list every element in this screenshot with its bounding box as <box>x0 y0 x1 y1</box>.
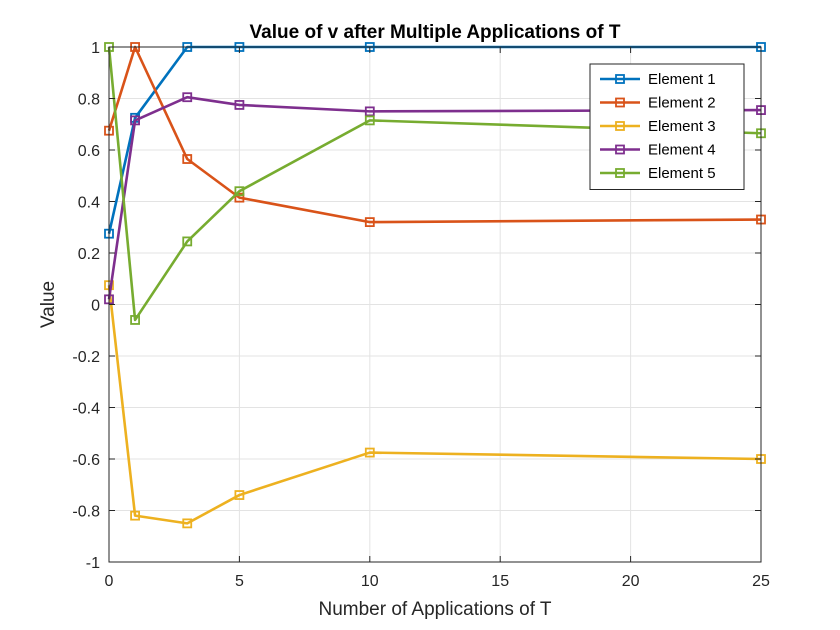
legend-label: Element 5 <box>648 165 716 182</box>
chart-title: Value of v after Multiple Applications o… <box>250 22 621 43</box>
x-tick-label: 25 <box>752 573 770 590</box>
legend-swatch-marker <box>615 97 625 108</box>
legend-item: Element 3 <box>600 118 716 135</box>
y-tick-label: 0.6 <box>78 143 100 160</box>
legend-swatch-marker <box>615 74 625 84</box>
data-point <box>130 315 140 325</box>
y-tick-label: -0.4 <box>72 401 100 418</box>
data-point <box>364 447 375 458</box>
data-point <box>182 236 193 247</box>
x-axis-label: Number of Applications of T <box>318 599 551 620</box>
y-tick-label: -0.8 <box>72 504 100 521</box>
x-tick-label: 15 <box>491 573 509 590</box>
x-tick-label: 0 <box>105 573 114 590</box>
legend: Element 1 Element 2 Element 3 Element 4 Elem… <box>589 63 745 190</box>
legend-item: Element 2 <box>600 95 716 112</box>
y-tick-label: -0.6 <box>72 452 100 469</box>
legend-swatch-marker <box>615 121 625 131</box>
data-point <box>182 92 193 103</box>
series-line <box>107 45 762 224</box>
y-tick-label: 1 <box>91 40 100 57</box>
data-point <box>182 154 193 164</box>
legend-item: Element 5 <box>600 165 716 182</box>
legend-swatch-marker <box>615 168 625 178</box>
data-point <box>364 217 375 228</box>
data-point <box>182 518 193 529</box>
series-line <box>107 285 762 525</box>
legend-swatch-marker <box>615 144 625 155</box>
legend-item: Element 4 <box>600 142 716 159</box>
data-point <box>234 100 245 110</box>
y-tick-label: -1 <box>86 555 100 572</box>
legend-label: Element 3 <box>648 118 716 135</box>
legend-label: Element 2 <box>648 95 716 112</box>
y-axis-label: Value <box>38 281 59 328</box>
data-point <box>234 490 245 500</box>
data-point <box>234 186 245 197</box>
axis-ticks: 0 5 10 15 20 25 -1 -0.8 -0.6 -0.4 -0.2 0 0.2 0.4 0.6 0.… <box>72 40 770 590</box>
y-tick-label: 0 <box>91 298 100 315</box>
x-tick-label: 5 <box>235 573 244 590</box>
x-tick-label: 10 <box>361 573 379 590</box>
y-tick-label: -0.2 <box>72 349 100 366</box>
series-line <box>107 95 762 300</box>
y-tick-label: 0.4 <box>78 195 100 212</box>
x-tick-label: 20 <box>622 573 640 590</box>
data-point <box>364 106 375 117</box>
legend-item: Element 1 <box>600 71 716 88</box>
legend-label: Element 4 <box>648 142 716 159</box>
y-tick-label: 0.8 <box>78 92 100 109</box>
data-point <box>130 115 140 126</box>
series-line <box>107 46 762 322</box>
y-tick-label: 0.2 <box>78 246 100 263</box>
legend-label: Element 1 <box>648 71 716 88</box>
data-point <box>234 192 245 203</box>
data-point <box>130 510 140 521</box>
data-point <box>364 115 375 126</box>
